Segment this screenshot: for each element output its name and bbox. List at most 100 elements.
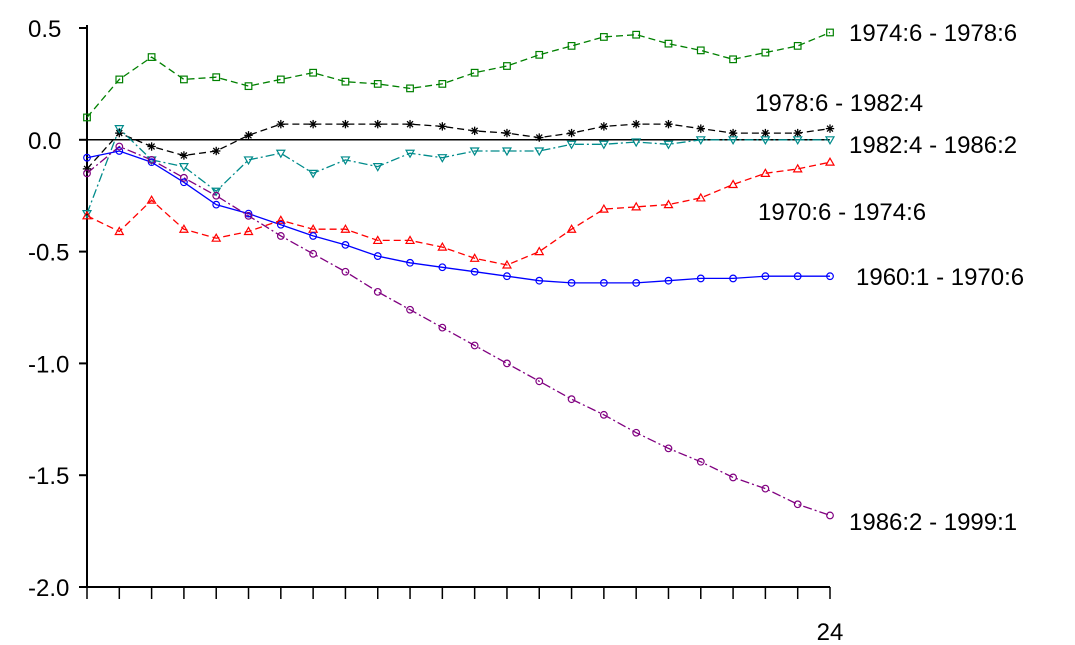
data-point: [729, 473, 737, 482]
data-point: [503, 62, 511, 70]
y-tick-label: -0.5: [28, 240, 69, 267]
data-point: [663, 199, 674, 209]
series-label: 1974:6 - 1978:6: [849, 20, 1017, 47]
data-point: [406, 258, 414, 267]
data-point: [761, 484, 770, 493]
data-point: [211, 232, 222, 242]
data-point: [244, 209, 253, 218]
data-point: [309, 68, 318, 77]
data-point: [567, 41, 576, 50]
data-point: [405, 119, 415, 129]
data-point: [309, 249, 318, 258]
data-point: [631, 201, 642, 211]
data-point: [825, 124, 835, 133]
data-point: [535, 377, 544, 386]
data-point: [212, 146, 221, 156]
data-point: [180, 178, 188, 187]
data-point: [567, 128, 576, 138]
data-point: [373, 252, 382, 260]
data-point: [180, 173, 188, 182]
data-point: [212, 200, 221, 209]
series-label: 1978:6 - 1982:4: [755, 90, 923, 117]
y-tick-label: -2.0: [28, 575, 69, 602]
y-tick-label: 0.0: [28, 128, 61, 155]
data-point: [178, 163, 189, 172]
data-point: [664, 444, 673, 453]
data-point: [469, 253, 480, 262]
data-point: [405, 149, 416, 159]
data-point: [761, 48, 770, 57]
data-point: [81, 210, 93, 220]
data-point: [341, 267, 350, 276]
data-point: [341, 240, 350, 249]
data-point: [470, 341, 479, 350]
data-point: [373, 287, 382, 296]
data-point: [437, 154, 448, 163]
data-point: [792, 136, 803, 146]
data-point: [406, 84, 414, 93]
data-point: [793, 128, 802, 138]
data-point: [502, 128, 512, 138]
series-labels: 1974:6 - 1978:6 1978:6 - 1982:4 1982:4 - 1…: [755, 20, 1024, 536]
data-point: [598, 203, 609, 213]
series-label: 1960:1 - 1970:6: [856, 264, 1024, 291]
data-point: [244, 131, 253, 140]
data-point: [212, 73, 221, 82]
series-label: 1982:4 - 1986:2: [849, 132, 1017, 159]
data-point: [341, 77, 350, 86]
data-point: [761, 128, 770, 138]
data-point: [729, 55, 737, 64]
data-point: [501, 259, 512, 269]
data-point: [372, 163, 383, 172]
data-point: [244, 82, 253, 91]
data-point: [826, 272, 834, 281]
data-point: [372, 235, 383, 245]
data-point: [276, 220, 285, 229]
data-point: [211, 187, 222, 197]
data-point: [566, 224, 577, 233]
data-point: [631, 119, 641, 129]
series-line: [86, 150, 830, 284]
data-point: [826, 28, 834, 37]
data-point: [115, 75, 124, 84]
data-point: [243, 226, 254, 236]
data-point: [147, 142, 156, 151]
data-point: [567, 395, 576, 404]
data-point: [824, 156, 836, 166]
data-point: [275, 149, 286, 159]
data-point: [179, 151, 189, 160]
data-point: [599, 33, 608, 41]
data-point: [761, 272, 770, 281]
data-point: [81, 209, 93, 219]
data-point: [534, 246, 545, 256]
data-point: [340, 224, 351, 233]
data-point: [373, 119, 382, 129]
data-point: [406, 305, 414, 314]
data-point: [826, 511, 834, 520]
data-point: [308, 169, 319, 179]
data-point: [146, 194, 157, 204]
data-point: [178, 224, 189, 233]
data-point: [632, 428, 641, 437]
series-markers: [81, 28, 836, 520]
series-line: [86, 127, 830, 214]
data-point: [632, 30, 641, 39]
series-line: [86, 145, 831, 517]
x-tick-label: 24: [817, 619, 844, 645]
data-point: [696, 457, 705, 466]
data-point: [243, 156, 254, 166]
data-point: [599, 279, 608, 287]
series-label: 1986:2 - 1999:1: [849, 509, 1017, 536]
y-tick-label: -1.5: [28, 463, 69, 490]
data-point: [340, 156, 351, 166]
data-point: [470, 126, 479, 136]
data-point: [405, 235, 416, 245]
data-point: [729, 274, 737, 283]
series-lines: [86, 31, 831, 517]
data-point: [664, 39, 673, 48]
data-point: [115, 147, 124, 155]
data-point: [437, 241, 448, 251]
data-point: [244, 211, 253, 220]
data-point: [535, 50, 544, 59]
